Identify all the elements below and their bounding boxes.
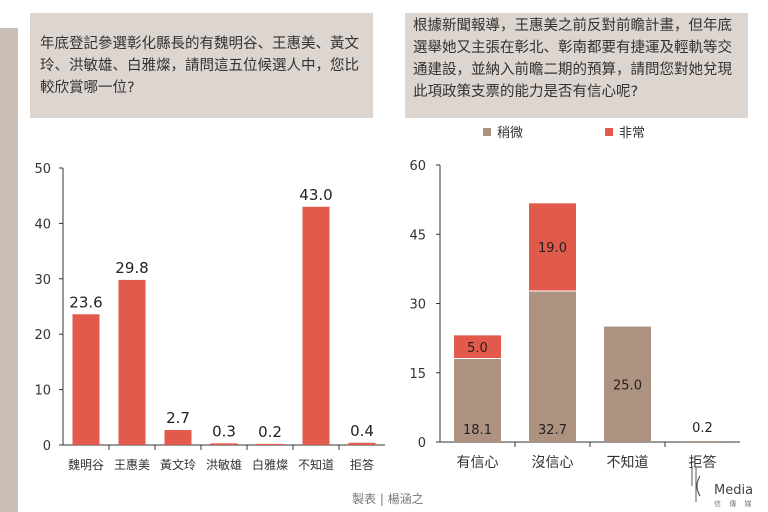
x-tick-label: 魏明谷 bbox=[68, 457, 104, 472]
data-label: 5.0 bbox=[467, 341, 488, 356]
x-tick-label: 拒答 bbox=[350, 457, 374, 472]
left-accent-bar bbox=[0, 28, 18, 512]
x-tick-label: 沒信心 bbox=[532, 454, 574, 471]
candidate-preference-chart: 0 10 20 30 40 50 23.6 魏明谷 29.8 王惠美 2.7 黃文玲 0.3 洪敏雄 0.2… bbox=[34, 162, 385, 472]
bar bbox=[348, 442, 376, 445]
data-label: 19.0 bbox=[538, 241, 567, 256]
y-tick-label: 15 bbox=[409, 367, 426, 382]
bar-segment bbox=[529, 291, 576, 442]
legend-label: 非常 bbox=[619, 126, 645, 141]
x-tick-label: 不知道 bbox=[298, 458, 334, 472]
policy-confidence-chart: 稍微 非常 0 15 30 45 60 18.1 5.0 有信心 32.7 19.0 沒信心 25.0 不知… bbox=[409, 126, 740, 471]
bar bbox=[302, 206, 330, 445]
x-tick-label: 黃文玲 bbox=[160, 457, 196, 472]
data-label: 0.2 bbox=[692, 421, 713, 436]
left-question-box: 年底登記參選彰化縣長的有魏明谷、王惠美、黃文玲、洪敏雄、白雅燦，請問這五位候選人… bbox=[30, 13, 373, 118]
y-tick-label: 40 bbox=[34, 217, 51, 232]
bar-segment bbox=[454, 335, 501, 359]
legend-swatch bbox=[605, 128, 613, 136]
bar-segment bbox=[529, 203, 576, 292]
x-tick-label: 白雅燦 bbox=[252, 457, 288, 472]
legend-label: 稍微 bbox=[497, 126, 523, 141]
data-label: 23.6 bbox=[69, 293, 102, 311]
data-label: 2.7 bbox=[166, 409, 190, 427]
y-tick-label: 10 bbox=[34, 384, 51, 399]
data-label: 32.7 bbox=[538, 423, 567, 438]
y-tick-label: 0 bbox=[418, 436, 426, 451]
bar-segment bbox=[604, 326, 651, 442]
data-label: 25.0 bbox=[613, 378, 642, 393]
data-label: 0.3 bbox=[212, 422, 236, 440]
x-tick-label: 王惠美 bbox=[114, 458, 150, 472]
y-tick-label: 20 bbox=[34, 328, 51, 343]
credit-text: 製表 | 楊涵之 bbox=[352, 492, 424, 506]
y-tick-label: 60 bbox=[409, 159, 426, 174]
x-tick-label: 有信心 bbox=[457, 455, 499, 471]
bar bbox=[210, 443, 238, 445]
bar-segment bbox=[454, 358, 501, 442]
bar-segment bbox=[679, 441, 726, 442]
right-question-text: 根據新聞報導，王惠美之前反對前瞻計畫，但年底選舉她又主張在彰北、彰南都要有捷運及… bbox=[413, 18, 732, 100]
y-tick-label: 50 bbox=[34, 162, 51, 177]
left-question-text: 年底登記參選彰化縣長的有魏明谷、王惠美、黃文玲、洪敏雄、白雅燦，請問這五位候選人… bbox=[40, 36, 359, 96]
y-tick-label: 0 bbox=[43, 439, 51, 454]
legend-swatch bbox=[483, 128, 491, 136]
data-label: 0.2 bbox=[258, 423, 282, 441]
bar bbox=[256, 443, 284, 445]
x-tick-label: 不知道 bbox=[607, 454, 649, 471]
x-tick-label: 拒答 bbox=[689, 454, 717, 471]
y-tick-label: 45 bbox=[409, 228, 426, 243]
x-tick-label: 洪敏雄 bbox=[206, 457, 242, 472]
right-question-box: 根據新聞報導，王惠美之前反對前瞻計畫，但年底選舉她又主張在彰北、彰南都要有捷運及… bbox=[405, 13, 748, 118]
bar bbox=[118, 279, 146, 445]
data-label: 29.8 bbox=[115, 259, 148, 277]
data-label: 43.0 bbox=[299, 186, 332, 204]
svg-text:Media: Media bbox=[714, 483, 753, 498]
data-label: 0.4 bbox=[350, 422, 374, 440]
bar bbox=[164, 430, 192, 445]
data-label: 18.1 bbox=[463, 423, 492, 438]
bar bbox=[72, 314, 100, 445]
media-logo: Media 信 傳 媒 bbox=[691, 466, 754, 508]
y-tick-label: 30 bbox=[34, 273, 51, 288]
svg-text:信 傳 媒: 信 傳 媒 bbox=[714, 499, 754, 508]
y-tick-label: 30 bbox=[409, 298, 426, 313]
